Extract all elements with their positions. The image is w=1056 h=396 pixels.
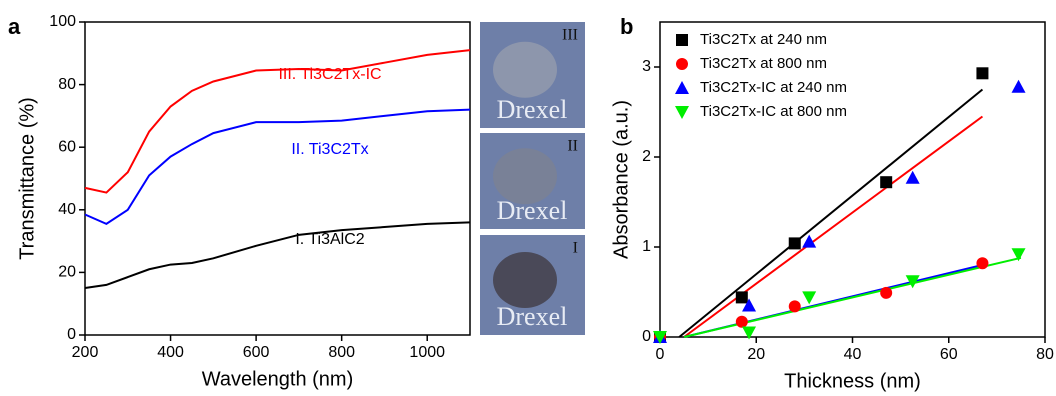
marker — [788, 300, 801, 313]
marker — [735, 291, 748, 304]
x-tick-label: 1000 — [409, 344, 445, 361]
series-annotation: II. Ti3C2Tx — [291, 141, 368, 158]
y-tick-label: 0 — [642, 328, 651, 345]
marker — [880, 176, 893, 189]
data-line — [84, 221, 471, 290]
fit-line — [678, 88, 984, 338]
x-tick-label: 600 — [243, 344, 270, 361]
x-tick-label: 20 — [747, 346, 765, 363]
marker — [905, 170, 920, 184]
photo-caption: Drexel — [497, 302, 568, 331]
legend-marker — [675, 81, 689, 94]
x-tick-label: 60 — [940, 346, 958, 363]
marker — [1011, 248, 1026, 262]
photo-caption: Drexel — [497, 196, 568, 225]
x-tick-label: 80 — [1036, 346, 1054, 363]
marker — [905, 275, 920, 289]
x-tick-label: 800 — [328, 344, 355, 361]
x-tick-label: 400 — [157, 344, 184, 361]
data-line — [84, 49, 471, 194]
photo-caption: Drexel — [497, 95, 568, 124]
marker — [742, 298, 757, 312]
y-tick-label: 2 — [642, 148, 651, 165]
x-tick-label: 200 — [72, 344, 99, 361]
photo-label: II — [567, 138, 578, 155]
data-line — [84, 108, 471, 226]
x-axis-label: Wavelength (nm) — [202, 368, 354, 390]
marker — [976, 67, 989, 80]
legend-marker — [676, 34, 688, 46]
y-tick-label: 80 — [58, 76, 76, 93]
x-tick-label: 0 — [656, 346, 665, 363]
photo-sample — [493, 252, 557, 308]
y-tick-label: 100 — [49, 13, 76, 30]
legend-marker — [675, 106, 689, 119]
y-tick-label: 3 — [642, 58, 651, 75]
legend-label: Ti3C2Tx-IC at 240 nm — [700, 79, 847, 96]
photo-sample — [493, 148, 557, 205]
series-annotation: III. Ti3C2Tx-IC — [278, 66, 381, 83]
panel-label: b — [620, 14, 633, 39]
plot-frame — [84, 21, 471, 336]
y-axis-label: Absorbance (a.u.) — [610, 100, 632, 259]
photo-label: I — [573, 240, 578, 257]
photo-label: III — [562, 27, 578, 44]
marker — [735, 315, 748, 328]
y-tick-label: 20 — [58, 264, 76, 281]
marker — [788, 237, 801, 250]
fit-line — [683, 256, 1022, 338]
marker — [880, 286, 893, 299]
legend-marker — [676, 58, 688, 70]
legend-label: Ti3C2Tx-IC at 800 nm — [700, 103, 847, 120]
y-tick-label: 40 — [58, 201, 76, 218]
panel-label: a — [8, 14, 21, 39]
marker — [653, 331, 667, 344]
y-tick-label: 60 — [58, 138, 76, 155]
legend-label: Ti3C2Tx at 240 nm — [700, 31, 827, 48]
series-annotation: I. Ti3AlC2 — [295, 231, 364, 248]
x-axis-label: Thickness (nm) — [784, 370, 921, 392]
x-tick-label: 40 — [844, 346, 862, 363]
marker — [1011, 79, 1026, 93]
y-tick-label: 0 — [67, 326, 76, 343]
legend-label: Ti3C2Tx at 800 nm — [700, 55, 827, 72]
marker — [742, 326, 757, 340]
photo-sample — [493, 41, 557, 98]
marker — [802, 234, 817, 248]
fit-line — [683, 115, 984, 338]
y-tick-label: 1 — [642, 238, 651, 255]
y-axis-label: Transmittance (%) — [16, 97, 38, 260]
marker — [976, 257, 989, 270]
marker — [802, 291, 817, 305]
